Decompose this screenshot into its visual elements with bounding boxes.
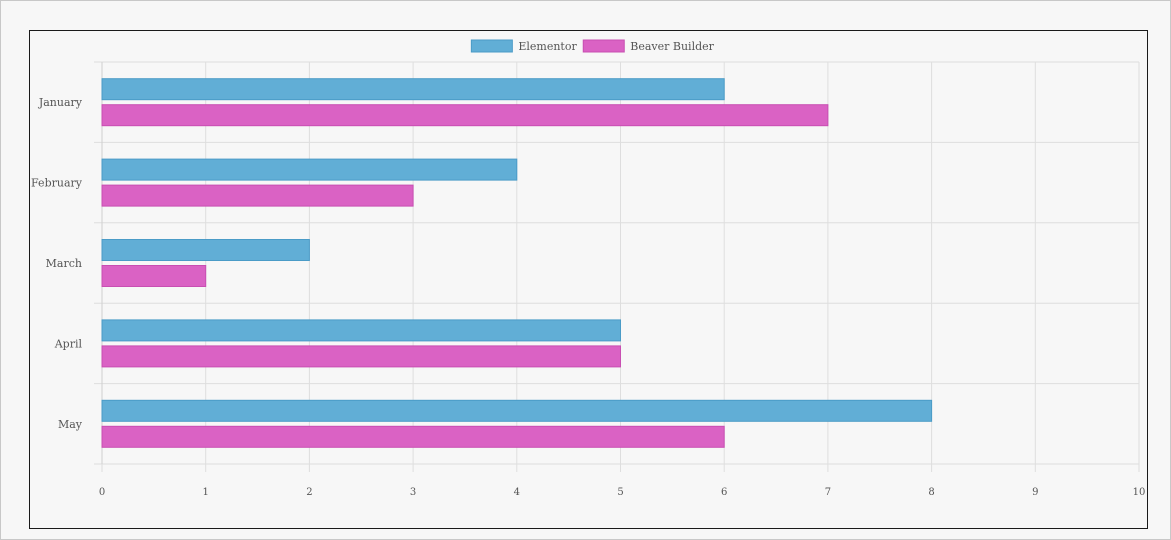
bar-elementor-january xyxy=(101,78,725,101)
y-axis-labels: January February March April May xyxy=(31,96,83,431)
legend-label: Elementor xyxy=(518,40,577,53)
bar-elementor-april xyxy=(101,319,621,342)
chart-legend: Elementor Beaver Builder xyxy=(470,39,715,53)
y-tick-label: April xyxy=(54,337,83,350)
bar-elementor-february xyxy=(101,158,518,181)
x-tick-label: 3 xyxy=(410,487,416,498)
bar-elementor-march xyxy=(101,239,310,261)
x-tick-label: 9 xyxy=(1032,487,1038,498)
x-tick-label: 1 xyxy=(203,487,209,498)
x-tick-label: 7 xyxy=(825,487,831,498)
legend-label: Beaver Builder xyxy=(630,40,714,53)
bar-beaver-builder-may xyxy=(101,425,725,448)
bar-beaver-builder-march xyxy=(101,265,207,287)
y-tick-label: February xyxy=(31,177,83,190)
bar-beaver-builder-january xyxy=(101,104,829,127)
bar-elementor-may xyxy=(101,399,933,422)
x-axis-labels: 0 1 2 3 4 5 6 7 8 9 10 xyxy=(99,487,1146,498)
legend-swatch xyxy=(470,39,513,53)
chart-bars xyxy=(101,78,933,448)
x-tick-label: 2 xyxy=(306,487,312,498)
y-tick-label: January xyxy=(38,96,83,109)
x-tick-label: 10 xyxy=(1133,487,1146,498)
x-tick-label: 8 xyxy=(928,487,934,498)
bar-beaver-builder-february xyxy=(101,184,414,207)
y-tick-label: May xyxy=(58,418,83,431)
bar-beaver-builder-april xyxy=(101,345,621,368)
y-tick-label: March xyxy=(46,257,82,270)
legend-swatch xyxy=(582,39,625,53)
x-tick-label: 5 xyxy=(617,487,623,498)
x-tick-label: 4 xyxy=(514,487,520,498)
x-tick-label: 0 xyxy=(99,487,105,498)
x-tick-label: 6 xyxy=(721,487,727,498)
